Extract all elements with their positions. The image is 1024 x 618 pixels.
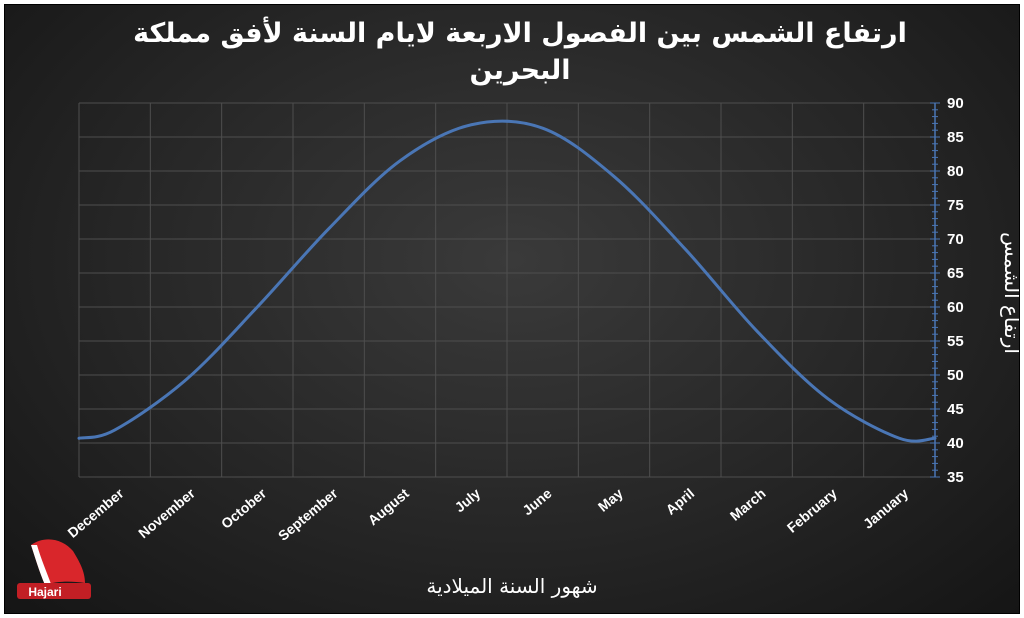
x-tick-label: January: [860, 485, 912, 532]
x-tick-label: March: [727, 485, 769, 524]
x-tick-label: April: [663, 485, 698, 518]
y-tick-label: 90: [947, 95, 964, 112]
y-tick-label: 40: [947, 435, 964, 452]
x-tick-label: May: [595, 485, 626, 515]
y-tick-labels: 35 40 45 50 55 60 65 70 75 80 85 90: [947, 95, 964, 486]
y-tick-label: 75: [947, 197, 964, 214]
chart-grid: [78, 102, 936, 478]
line-chart: 35 40 45 50 55 60 65 70 75 80 85 90 January February…: [17, 95, 1020, 599]
y-tick-label: 55: [947, 333, 964, 350]
y-tick-label: 85: [947, 129, 964, 146]
y-axis: [930, 102, 940, 478]
y-tick-label: 70: [947, 231, 964, 248]
logo-text: Hajari: [28, 585, 61, 599]
y-tick-label: 50: [947, 367, 964, 384]
y-tick-label: 65: [947, 265, 964, 282]
series-line: [77, 119, 937, 443]
x-tick-label: July: [452, 485, 484, 515]
logo-banner: [17, 583, 91, 599]
x-tick-label: February: [784, 485, 840, 536]
x-tick-label: August: [365, 485, 412, 528]
hajari-logo: Hajari: [17, 539, 91, 599]
x-tick-label: November: [135, 485, 198, 542]
y-tick-label: 45: [947, 401, 964, 418]
x-tick-label: December: [64, 485, 127, 541]
y-tick-label: 60: [947, 299, 964, 316]
chart-title: ارتفاع الشمس بين الفصول الاربعة لايام ال…: [133, 18, 907, 86]
flag-white-band-icon: [31, 545, 51, 585]
y-tick-label: 80: [947, 163, 964, 180]
x-tick-label: October: [218, 485, 270, 532]
x-tick-label: June: [519, 485, 554, 518]
y-axis-title: ارتفاع الشمس: [1000, 232, 1020, 354]
chart-frame: ارتفاع الشمس بين الفصول الاربعة لايام ال…: [4, 4, 1020, 614]
x-tick-label: September: [275, 485, 341, 544]
y-tick-label: 35: [947, 469, 964, 486]
x-axis-title: شهور السنة الميلادية: [426, 574, 597, 598]
x-tick-labels: January February March April May June July Augu…: [64, 485, 911, 544]
